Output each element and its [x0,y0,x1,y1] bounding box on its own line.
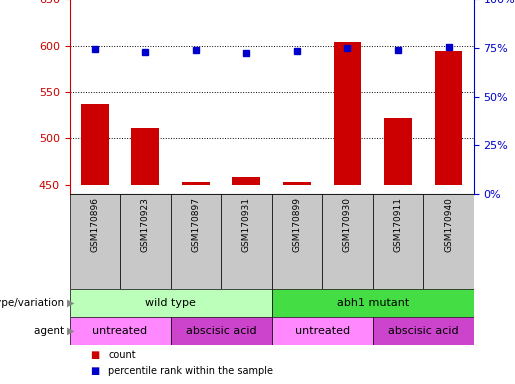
Text: percentile rank within the sample: percentile rank within the sample [108,366,273,376]
Text: GSM170940: GSM170940 [444,197,453,252]
Text: GSM170899: GSM170899 [293,197,301,252]
Text: genotype/variation: genotype/variation [0,298,67,308]
Text: GSM170896: GSM170896 [90,197,99,252]
Text: ■: ■ [90,350,99,360]
Text: ▶: ▶ [67,298,75,308]
Bar [232,177,260,185]
Bar [170,194,221,289]
Bar [170,317,272,345]
Bar [70,194,120,289]
Text: abscisic acid: abscisic acid [388,326,458,336]
Text: agent: agent [33,326,67,336]
Text: count: count [108,350,136,360]
Bar [182,182,210,185]
Bar [81,104,109,185]
Text: GSM170897: GSM170897 [192,197,200,252]
Text: GSM170911: GSM170911 [393,197,403,252]
Bar [221,194,272,289]
Bar [120,194,170,289]
Text: untreated: untreated [93,326,148,336]
Text: abscisic acid: abscisic acid [186,326,256,336]
Text: ▶: ▶ [67,326,75,336]
Text: GSM170931: GSM170931 [242,197,251,252]
Bar [283,182,311,185]
Bar [373,317,474,345]
Bar [131,128,159,185]
Bar [272,289,474,317]
Text: wild type: wild type [145,298,196,308]
Bar [70,317,170,345]
Bar [373,194,423,289]
Bar [435,51,462,185]
Text: GSM170923: GSM170923 [141,197,150,252]
Bar [334,42,362,185]
Bar [272,317,373,345]
Text: untreated: untreated [295,326,350,336]
Bar [384,118,412,185]
Text: ■: ■ [90,366,99,376]
Bar [70,289,272,317]
Text: abh1 mutant: abh1 mutant [337,298,409,308]
Text: GSM170930: GSM170930 [343,197,352,252]
Bar [423,194,474,289]
Bar [322,194,373,289]
Bar [272,194,322,289]
